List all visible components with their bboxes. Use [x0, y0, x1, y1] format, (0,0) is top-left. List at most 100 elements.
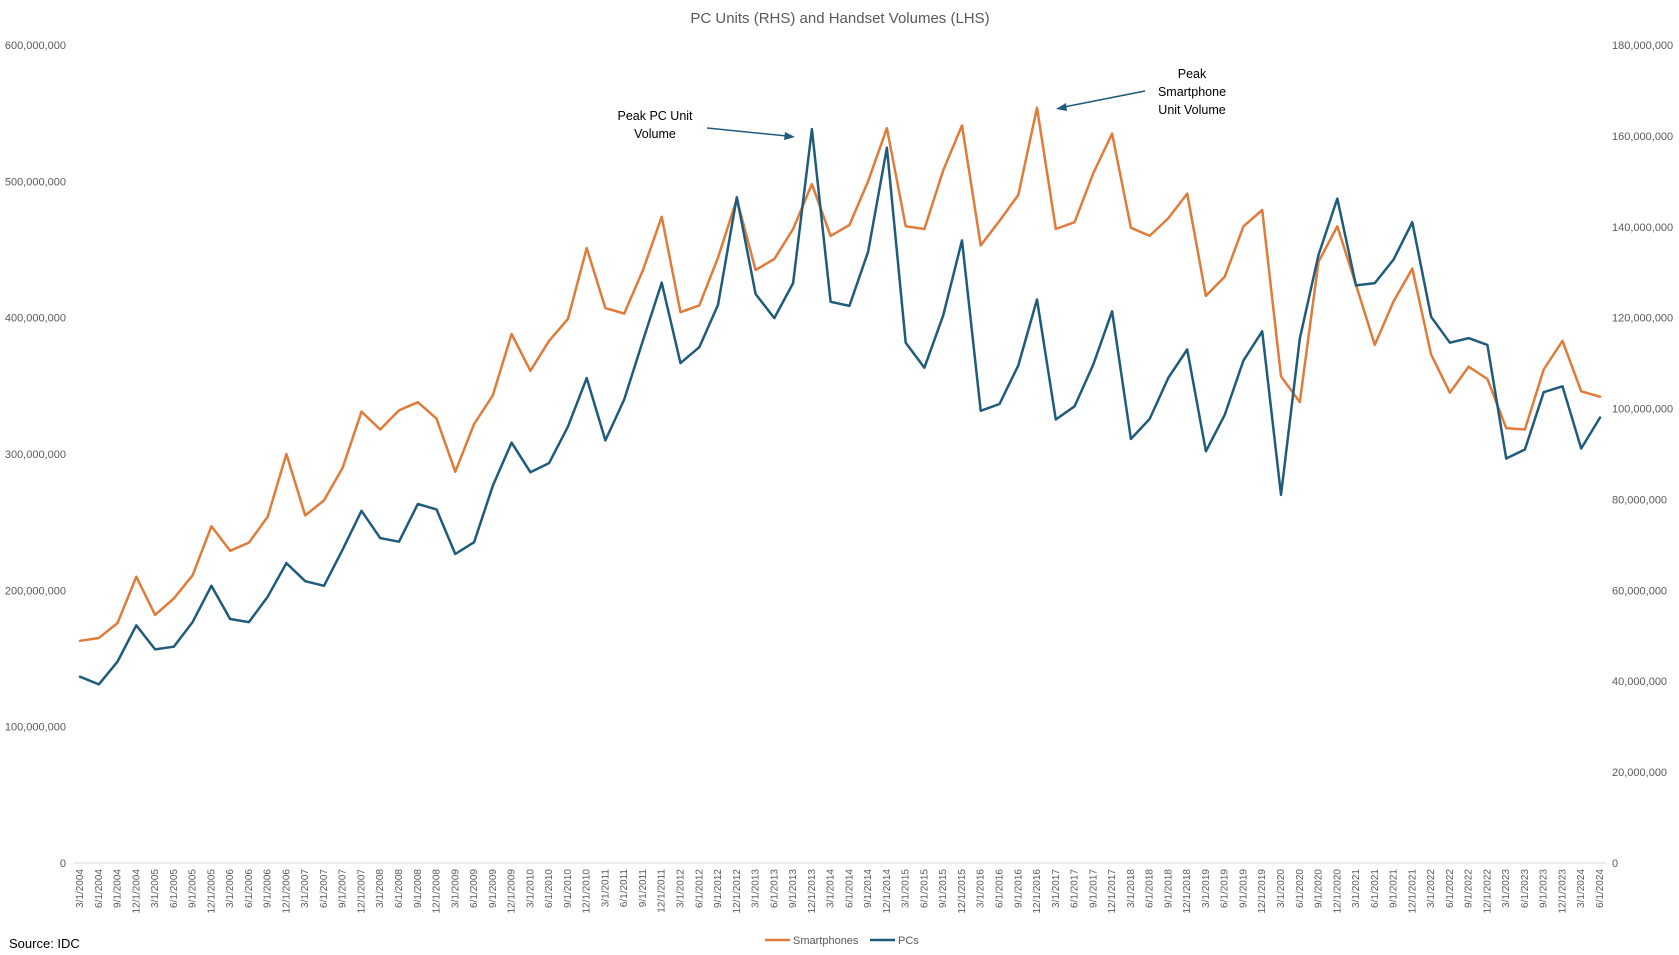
x-tick-label: 6/1/2009	[469, 869, 480, 908]
x-tick-label: 6/1/2012	[694, 869, 705, 908]
x-tick-label: 3/1/2011	[600, 869, 611, 908]
annotation-peak-smartphone: Peak Smartphone Unit Volume	[1056, 67, 1226, 117]
x-tick-label: 9/1/2010	[563, 869, 574, 908]
x-tick-label: 3/1/2009	[450, 869, 461, 908]
annotation-peak-pc: Peak PC Unit Volume	[617, 109, 795, 141]
x-tick-label: 6/1/2022	[1445, 869, 1456, 908]
x-tick-label: 9/1/2011	[638, 869, 649, 908]
left-tick-label: 100,000,000	[5, 722, 66, 734]
x-tick-label: 3/1/2005	[150, 869, 161, 908]
annotation-peak-smartphone-line3: Unit Volume	[1158, 103, 1225, 117]
right-tick-label: 120,000,000	[1612, 313, 1673, 325]
x-tick-label: 6/1/2007	[319, 869, 330, 908]
x-tick-label: 12/1/2023	[1557, 869, 1568, 914]
x-tick-label: 12/1/2015	[957, 869, 968, 914]
left-tick-label: 400,000,000	[5, 313, 66, 325]
right-tick-label: 0	[1612, 858, 1618, 870]
x-tick-label: 9/1/2013	[788, 869, 799, 908]
x-tick-label: 6/1/2008	[394, 869, 405, 908]
x-tick-label: 12/1/2018	[1182, 869, 1193, 914]
x-tick-label: 12/1/2013	[807, 869, 818, 914]
left-tick-label: 500,000,000	[5, 176, 66, 188]
x-tick-label: 12/1/2022	[1482, 869, 1493, 914]
x-tick-label: 3/1/2021	[1351, 869, 1362, 908]
annotation-peak-pc-arrow	[706, 127, 788, 137]
x-tick-label: 9/1/2006	[263, 869, 274, 908]
x-tick-label: 3/1/2016	[976, 869, 987, 908]
x-tick-label: 9/1/2014	[863, 869, 874, 908]
x-tick-label: 3/1/2022	[1426, 869, 1437, 908]
left-tick-label: 300,000,000	[5, 449, 66, 461]
x-tick-label: 6/1/2024	[1595, 869, 1606, 908]
x-tick-label: 6/1/2019	[1220, 869, 1231, 908]
x-tick-label: 12/1/2011	[657, 869, 668, 913]
x-tick-label: 6/1/2017	[1070, 869, 1081, 908]
x-tick-label: 9/1/2023	[1539, 869, 1550, 908]
left-tick-label: 200,000,000	[5, 585, 66, 597]
x-tick-label: 9/1/2012	[713, 869, 724, 908]
right-tick-label: 100,000,000	[1612, 404, 1673, 416]
x-tick-label: 9/1/2016	[1013, 869, 1024, 908]
x-tick-label: 12/1/2016	[1032, 869, 1043, 914]
left-axis-ticks: 0 100,000,000 200,000,000 300,000,000 400,00…	[5, 40, 66, 870]
x-tick-label: 12/1/2017	[1107, 869, 1118, 914]
x-tick-label: 12/1/2021	[1407, 869, 1418, 914]
x-tick-label: 3/1/2020	[1276, 869, 1287, 908]
x-tick-label: 9/1/2008	[413, 869, 424, 908]
x-tick-label: 3/1/2023	[1501, 869, 1512, 908]
left-tick-label: 600,000,000	[5, 40, 66, 52]
x-tick-label: 6/1/2014	[844, 869, 855, 908]
x-tick-label: 12/1/2010	[582, 869, 593, 914]
x-tick-label: 6/1/2005	[169, 869, 180, 908]
x-tick-label: 3/1/2019	[1201, 869, 1212, 908]
right-tick-label: 180,000,000	[1612, 40, 1673, 52]
x-tick-label: 6/1/2006	[244, 869, 255, 908]
annotation-peak-smartphone-arrowhead	[1056, 103, 1067, 111]
annotation-peak-pc-line1: Peak PC Unit	[617, 109, 693, 123]
x-tick-label: 3/1/2014	[826, 869, 837, 908]
x-tick-label: 9/1/2004	[113, 869, 124, 908]
left-tick-label: 0	[60, 858, 66, 870]
x-tick-label: 3/1/2017	[1051, 869, 1062, 908]
x-tick-label: 3/1/2013	[751, 869, 762, 908]
x-tick-label: 12/1/2012	[732, 869, 743, 914]
x-tick-label: 3/1/2004	[75, 869, 86, 908]
right-axis-ticks: 0 20,000,000 40,000,000 60,000,000 80,000,00…	[1612, 40, 1673, 870]
x-tick-label: 6/1/2018	[1145, 869, 1156, 908]
x-tick-label: 6/1/2020	[1295, 869, 1306, 908]
x-tick-label: 6/1/2016	[995, 869, 1006, 908]
x-tick-label: 6/1/2015	[919, 869, 930, 908]
x-tick-label: 9/1/2005	[188, 869, 199, 908]
series-line-pcs	[78, 127, 1602, 686]
x-tick-label: 3/1/2006	[225, 869, 236, 908]
chart-title: PC Units (RHS) and Handset Volumes (LHS)	[690, 10, 989, 27]
right-tick-label: 140,000,000	[1612, 222, 1673, 234]
x-tick-label: 12/1/2006	[281, 869, 292, 914]
x-tick-label: 9/1/2018	[1163, 869, 1174, 908]
x-tick-label: 6/1/2011	[619, 869, 630, 908]
x-tick-label: 3/1/2008	[375, 869, 386, 908]
x-tick-label: 6/1/2023	[1520, 869, 1531, 908]
x-tick-label: 12/1/2005	[206, 869, 217, 914]
x-tick-label: 12/1/2007	[356, 869, 367, 914]
x-tick-label: 12/1/2014	[882, 869, 893, 914]
x-tick-label: 12/1/2008	[432, 869, 443, 914]
right-tick-label: 160,000,000	[1612, 131, 1673, 143]
x-tick-label: 12/1/2009	[507, 869, 518, 914]
x-tick-label: 9/1/2007	[338, 869, 349, 908]
x-tick-label: 12/1/2019	[1257, 869, 1268, 914]
x-tick-label: 3/1/2012	[675, 869, 686, 908]
x-tick-label: 12/1/2004	[131, 869, 142, 914]
x-axis-ticks: 3/1/2004 6/1/2004 9/1/2004 12/1/2004 3/1/200…	[75, 869, 1606, 914]
x-tick-label: 3/1/2015	[901, 869, 912, 908]
annotation-peak-pc-line2: Volume	[634, 127, 676, 141]
annotation-peak-pc-arrowhead	[784, 132, 795, 140]
x-tick-label: 9/1/2009	[488, 869, 499, 908]
x-tick-label: 9/1/2019	[1238, 869, 1249, 908]
source-note: Source: IDC	[9, 936, 80, 951]
x-tick-label: 3/1/2024	[1576, 869, 1587, 908]
x-tick-label: 6/1/2004	[94, 869, 105, 908]
x-tick-label: 6/1/2010	[544, 869, 555, 908]
x-tick-label: 9/1/2015	[938, 869, 949, 908]
